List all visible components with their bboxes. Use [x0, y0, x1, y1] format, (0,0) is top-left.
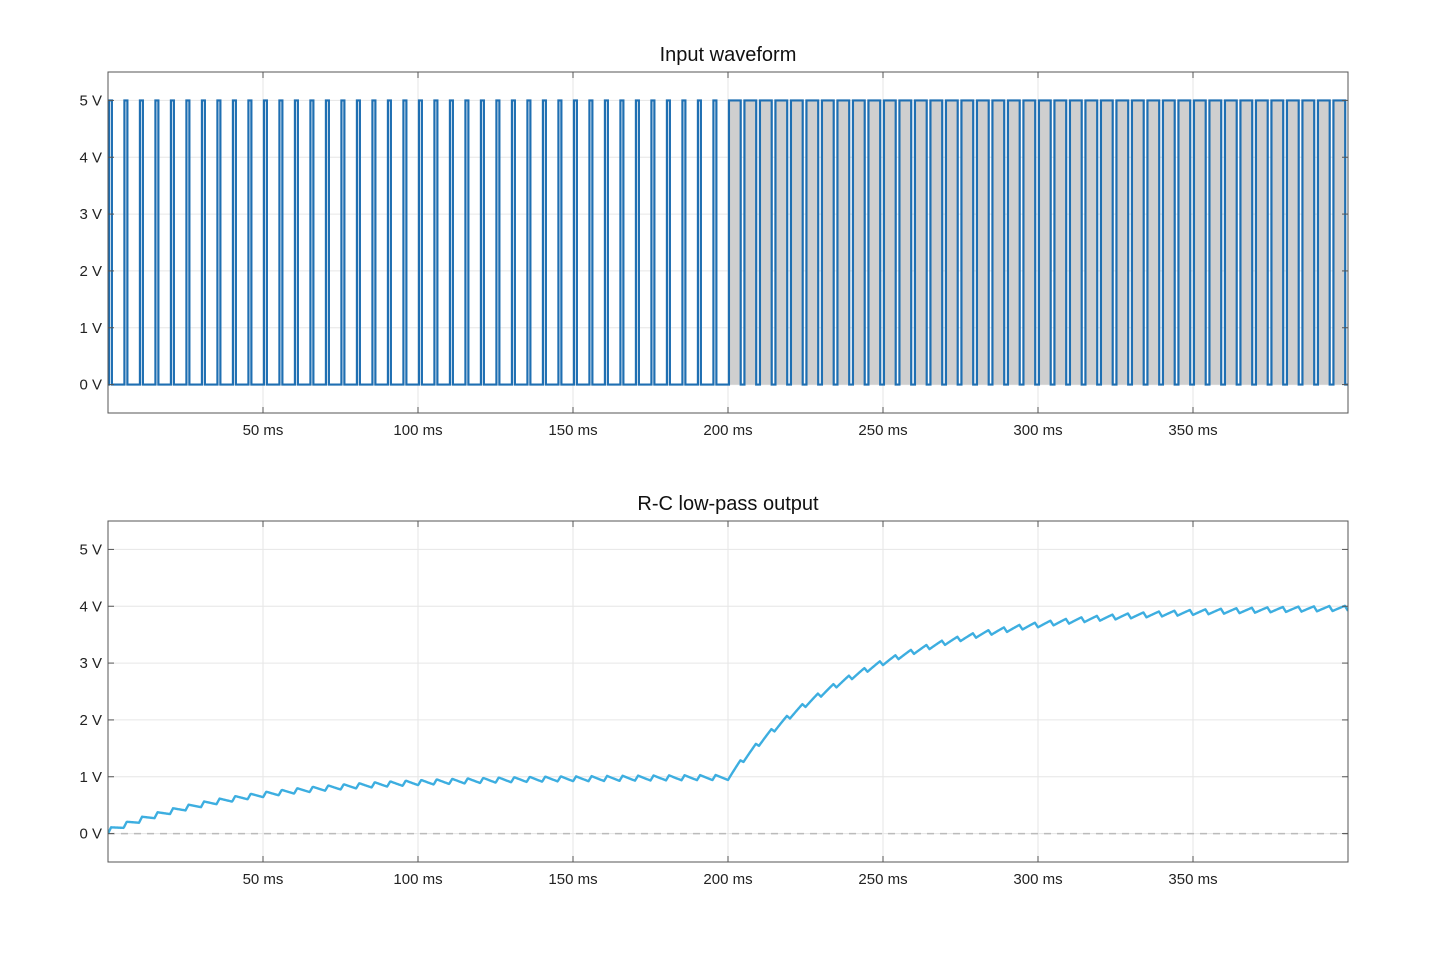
series-line-rc-output: [108, 604, 1348, 835]
y-tick-label: 1 V: [79, 320, 102, 337]
chart-2: R-C low-pass output 50 ms 100 ms 150 ms 200 …: [79, 493, 1349, 888]
x-tick-label: 50 ms: [243, 871, 284, 888]
pulse-fill: [1271, 100, 1284, 385]
x-tick-label: 50 ms: [243, 422, 284, 439]
x-tick-label: 200 ms: [703, 422, 752, 439]
pulse-fill: [914, 100, 927, 385]
x-tick-label: 300 ms: [1013, 871, 1062, 888]
pulse-fill: [775, 100, 788, 385]
pulse-fill: [961, 100, 974, 385]
series-line-input-pwm: [108, 99, 1348, 386]
pulse-fill: [728, 100, 741, 385]
pulse-fill: [899, 100, 912, 385]
y-tick-label: 3 V: [79, 655, 102, 672]
y-tick-label: 2 V: [79, 712, 102, 729]
pulse-fill: [744, 100, 757, 385]
pulse-fill: [1023, 100, 1036, 385]
x-tick-label: 300 ms: [1013, 422, 1062, 439]
pulse-fill: [1178, 100, 1191, 385]
pulse-fill: [1317, 100, 1330, 385]
pulse-fill: [1193, 100, 1206, 385]
pulse-fill: [790, 100, 803, 385]
pulse-fill: [930, 100, 943, 385]
y-tick-label: 4 V: [79, 598, 102, 615]
pulse-fill: [1100, 100, 1113, 385]
chart-title: R-C low-pass output: [637, 493, 819, 515]
x-tick-label: 200 ms: [703, 871, 752, 888]
x-tick-label: 100 ms: [393, 871, 442, 888]
pulse-fill: [1038, 100, 1051, 385]
x-tick-label: 150 ms: [548, 422, 597, 439]
chart-1: Input waveform 50 ms 100 ms 150 ms 200 ms 250…: [79, 44, 1349, 439]
pulse-fill: [868, 100, 881, 385]
pulse-fill: [945, 100, 958, 385]
y-tick-label: 5 V: [79, 541, 102, 558]
y-tick-label: 4 V: [79, 149, 102, 166]
pulse-fill: [1162, 100, 1175, 385]
x-tick-label: 350 ms: [1168, 422, 1217, 439]
pulse-fill: [837, 100, 850, 385]
x-tick-label: 100 ms: [393, 422, 442, 439]
pulse-fill: [806, 100, 819, 385]
pulse-fill: [852, 100, 865, 385]
y-tick-label: 2 V: [79, 263, 102, 280]
x-tick-label: 250 ms: [858, 871, 907, 888]
pulse-fill: [1224, 100, 1237, 385]
pulse-fills: [728, 100, 1346, 385]
y-tick-label: 0 V: [79, 377, 102, 394]
pulse-fill: [1240, 100, 1253, 385]
pulse-fill: [1069, 100, 1082, 385]
pulse-fill: [759, 100, 772, 385]
pulse-fill: [883, 100, 896, 385]
chart-title: Input waveform: [660, 44, 797, 66]
y-tick-label: 1 V: [79, 769, 102, 786]
pulse-fill: [1286, 100, 1299, 385]
pulse-fill: [992, 100, 1005, 385]
pulse-fill: [1255, 100, 1268, 385]
pulse-fill: [1302, 100, 1315, 385]
pulse-fill: [1085, 100, 1098, 385]
pulse-fill: [1209, 100, 1222, 385]
x-tick-label: 150 ms: [548, 871, 597, 888]
pulse-fill: [1054, 100, 1067, 385]
pulse-fill: [976, 100, 989, 385]
pulse-fill: [1007, 100, 1020, 385]
x-tick-label: 350 ms: [1168, 871, 1217, 888]
pulse-fill: [1116, 100, 1129, 385]
pulse-fill: [1131, 100, 1144, 385]
y-tick-label: 5 V: [79, 92, 102, 109]
y-tick-label: 0 V: [79, 826, 102, 843]
pulse-fill: [1147, 100, 1160, 385]
x-tick-label: 250 ms: [858, 422, 907, 439]
y-tick-label: 3 V: [79, 206, 102, 223]
pulse-fill: [821, 100, 834, 385]
pulse-fill: [1333, 100, 1346, 385]
